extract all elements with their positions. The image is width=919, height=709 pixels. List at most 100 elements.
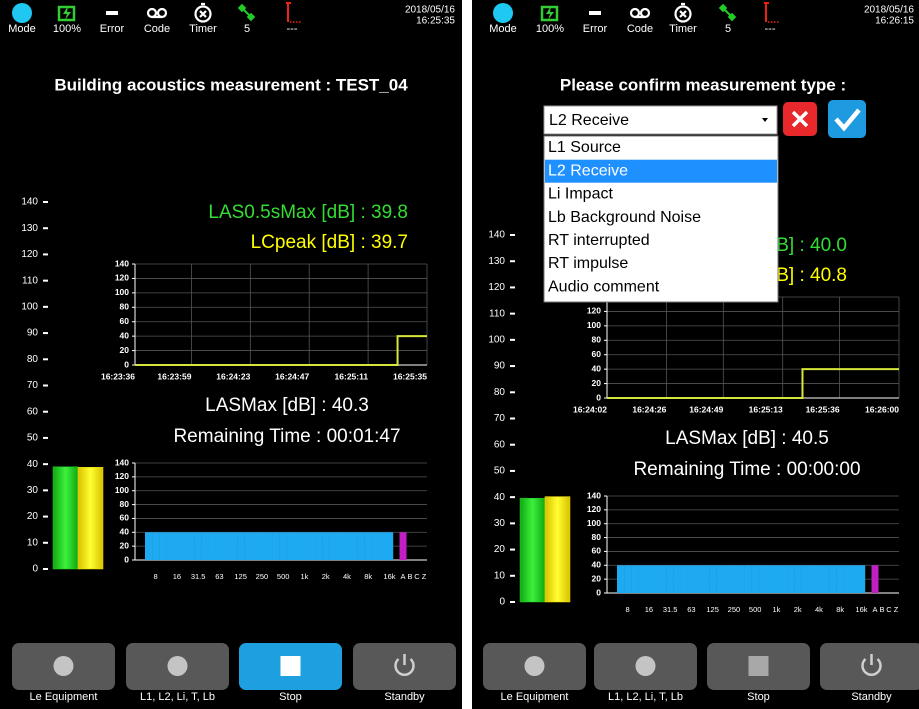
status-icon — [106, 11, 118, 15]
button[interactable] — [707, 643, 810, 690]
broadband-label: B — [407, 572, 412, 581]
band-bar — [801, 565, 809, 593]
button[interactable] — [126, 643, 229, 690]
button-label: Standby — [851, 691, 892, 703]
button-icon — [748, 656, 769, 676]
y-tick-label: 20 — [592, 573, 602, 583]
y-tick-label: 40 — [120, 527, 130, 537]
band-bar — [815, 565, 823, 593]
status-time: 16:26:15 — [875, 16, 914, 27]
button-icon — [280, 656, 301, 676]
y-tick-label: 60 — [592, 546, 602, 556]
band-label: 16 — [173, 572, 181, 581]
button[interactable] — [12, 643, 115, 690]
band-bar — [694, 565, 703, 593]
battery-bolt — [546, 6, 554, 20]
status-icon — [57, 5, 76, 22]
band-bar — [779, 565, 788, 593]
broadband-bar — [871, 565, 879, 593]
band-bar — [680, 565, 689, 593]
status-icon — [589, 11, 601, 15]
band-bar — [385, 532, 394, 560]
button[interactable] — [820, 643, 919, 690]
x-tick-label: 16:24:23 — [216, 371, 250, 381]
y-tick-label: 120 — [587, 504, 601, 514]
dropdown-option[interactable]: RT impulse — [548, 255, 628, 272]
status-icon — [540, 5, 559, 22]
button[interactable] — [353, 643, 456, 690]
band-bar — [751, 565, 759, 593]
band-bar — [829, 565, 837, 593]
band-bar — [631, 565, 639, 593]
band-bar — [215, 532, 224, 560]
dropdown-option[interactable]: Lb Background Noise — [548, 209, 701, 226]
screen-background — [0, 0, 462, 709]
band-bar — [737, 565, 745, 593]
meter-tick-label: 50 — [494, 466, 506, 477]
band-label: 125 — [234, 572, 247, 581]
band-bar — [166, 532, 174, 560]
button-label: L1, L2, Li, T, Lb — [608, 691, 683, 703]
button-background[interactable] — [820, 643, 919, 690]
band-bar — [258, 532, 266, 560]
dropdown-option[interactable]: L2 Receive — [548, 162, 628, 179]
option-highlight — [545, 159, 777, 183]
status-label: Mode — [489, 23, 517, 35]
band-bar — [336, 532, 344, 560]
button[interactable] — [483, 643, 586, 690]
readout: LASMax [dB] : 40.3 — [205, 395, 369, 416]
dropdown-box[interactable] — [543, 105, 778, 135]
cancel-button[interactable] — [783, 102, 817, 136]
band-bar — [237, 532, 245, 560]
status-icon — [286, 2, 302, 23]
broadband-label: C — [886, 605, 892, 614]
meter-tick-label: 80 — [27, 354, 39, 365]
button-label: Standby — [384, 691, 425, 703]
status-label: 100% — [536, 23, 564, 35]
y-tick-label: 60 — [120, 513, 130, 523]
meter-tick-label: 90 — [494, 361, 506, 372]
button[interactable] — [239, 643, 342, 690]
x-tick-label: 16:24:02 — [573, 404, 607, 414]
confirm-button[interactable] — [828, 100, 866, 138]
dropdown-option[interactable]: Li Impact — [548, 186, 613, 203]
x-tick-label: 16:24:26 — [632, 404, 666, 414]
y-tick-label: 120 — [587, 306, 601, 316]
meter-tick-label: 50 — [27, 433, 39, 444]
error-icon — [589, 11, 601, 15]
meter-tick-label: 60 — [27, 406, 39, 417]
band-label: 250 — [256, 572, 269, 581]
band-label: 500 — [749, 605, 762, 614]
band-bar — [173, 532, 181, 560]
y-tick-label: 100 — [587, 518, 601, 528]
x-tick-label: 16:25:36 — [806, 404, 840, 414]
meter-tick-label: 90 — [27, 328, 39, 339]
dropdown-option[interactable]: L1 Source — [548, 139, 621, 156]
band-label: 1k — [772, 605, 780, 614]
meter-tick-label: 140 — [21, 197, 38, 208]
button-label: Le Equipment — [501, 691, 569, 703]
band-bar — [378, 532, 387, 560]
status-label: Error — [583, 23, 608, 35]
meter-bar — [52, 466, 79, 570]
band-bar — [194, 532, 202, 560]
band-label: 16k — [383, 572, 395, 581]
x-tick-label: 16:24:47 — [275, 371, 309, 381]
measurement-type-dropdown[interactable]: L2 Receive — [543, 105, 778, 135]
dropdown-option[interactable]: Audio comment — [548, 278, 660, 295]
band-bar — [180, 532, 188, 560]
band-bar — [673, 565, 681, 593]
y-tick-label: 140 — [587, 490, 601, 500]
band-label: 4k — [815, 605, 823, 614]
band-bar — [857, 565, 866, 593]
band-label: 8 — [626, 605, 630, 614]
status-date: 2018/05/16 — [405, 5, 455, 16]
button-background[interactable] — [353, 643, 456, 690]
confirm-background[interactable] — [828, 100, 866, 138]
button[interactable] — [594, 643, 697, 690]
dropdown-option[interactable]: RT interrupted — [548, 232, 650, 249]
band-bar — [638, 565, 646, 593]
trend-line — [607, 368, 899, 399]
band-bar — [659, 565, 667, 593]
